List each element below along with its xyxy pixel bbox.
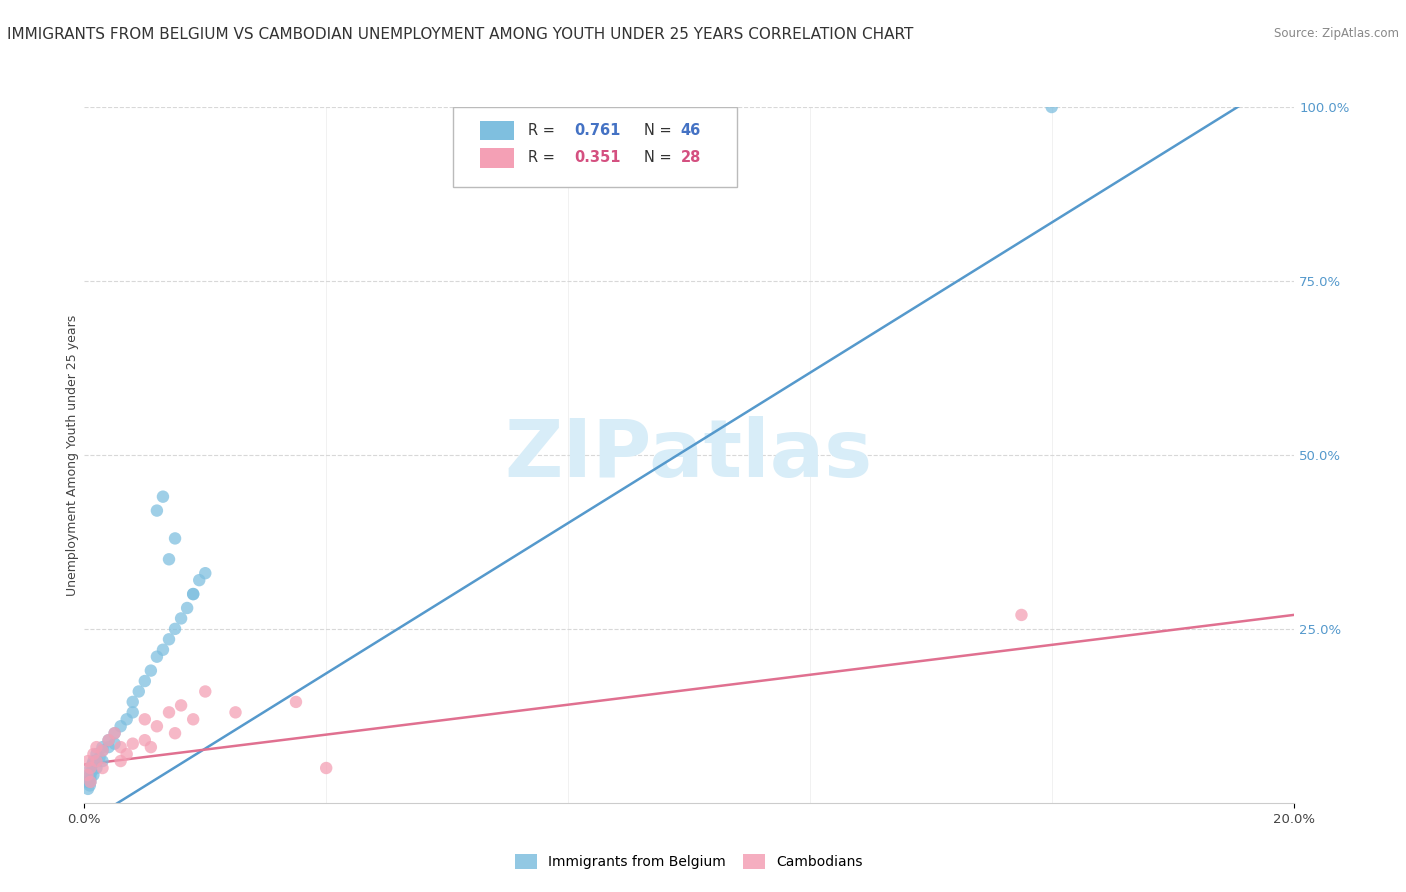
- Point: [97, 733, 120, 747]
- FancyBboxPatch shape: [453, 107, 737, 187]
- Text: 0.761: 0.761: [574, 123, 620, 138]
- Point: [1040, 100, 1063, 114]
- Point: [170, 698, 193, 713]
- Point: [86, 761, 108, 775]
- Point: [104, 726, 127, 740]
- Point: [77, 781, 100, 796]
- Point: [79, 761, 101, 775]
- Point: [82, 747, 104, 761]
- Point: [86, 754, 108, 768]
- Point: [76, 775, 98, 789]
- Text: Source: ZipAtlas.com: Source: ZipAtlas.com: [1274, 27, 1399, 40]
- Point: [146, 649, 169, 664]
- Point: [82, 757, 104, 772]
- Point: [170, 611, 193, 625]
- Point: [134, 733, 156, 747]
- Point: [128, 684, 150, 698]
- Point: [97, 733, 120, 747]
- Point: [152, 490, 174, 504]
- Point: [80, 764, 103, 779]
- Point: [146, 719, 169, 733]
- Point: [194, 566, 217, 581]
- Point: [77, 768, 100, 782]
- Point: [91, 744, 114, 758]
- Point: [225, 706, 247, 720]
- Point: [115, 747, 138, 761]
- Point: [110, 719, 132, 733]
- Point: [77, 754, 100, 768]
- Point: [86, 754, 108, 768]
- Point: [194, 684, 217, 698]
- Point: [86, 740, 108, 755]
- Point: [188, 573, 211, 587]
- Point: [285, 695, 308, 709]
- Point: [165, 532, 187, 546]
- Legend: Immigrants from Belgium, Cambodians: Immigrants from Belgium, Cambodians: [508, 847, 870, 876]
- Point: [315, 761, 337, 775]
- Point: [79, 778, 101, 792]
- Text: R =: R =: [529, 151, 560, 165]
- Point: [110, 754, 132, 768]
- Point: [91, 761, 114, 775]
- FancyBboxPatch shape: [479, 148, 513, 168]
- Point: [121, 695, 143, 709]
- Point: [110, 740, 132, 755]
- Point: [79, 772, 101, 786]
- Point: [134, 712, 156, 726]
- Point: [115, 712, 138, 726]
- Point: [89, 750, 111, 764]
- Text: N =: N =: [644, 151, 676, 165]
- Point: [152, 642, 174, 657]
- Point: [134, 674, 156, 689]
- Point: [79, 761, 101, 775]
- Point: [165, 726, 187, 740]
- Point: [176, 601, 198, 615]
- Point: [1011, 607, 1033, 622]
- Point: [82, 768, 104, 782]
- Point: [91, 740, 114, 755]
- Text: 0.351: 0.351: [574, 151, 620, 165]
- FancyBboxPatch shape: [479, 121, 513, 140]
- Point: [77, 775, 100, 789]
- Point: [86, 747, 108, 761]
- Point: [157, 632, 180, 647]
- Point: [157, 706, 180, 720]
- Point: [146, 503, 169, 517]
- Text: 28: 28: [681, 151, 700, 165]
- Point: [91, 744, 114, 758]
- Point: [165, 622, 187, 636]
- Point: [76, 768, 98, 782]
- Point: [82, 754, 104, 768]
- Point: [104, 726, 127, 740]
- Point: [97, 740, 120, 755]
- Point: [157, 552, 180, 566]
- Point: [79, 775, 101, 789]
- Text: 46: 46: [681, 123, 700, 138]
- Point: [91, 754, 114, 768]
- Point: [139, 664, 162, 678]
- Point: [139, 740, 162, 755]
- Text: N =: N =: [644, 123, 676, 138]
- Point: [79, 775, 101, 789]
- Point: [181, 587, 204, 601]
- Point: [121, 737, 143, 751]
- Text: IMMIGRANTS FROM BELGIUM VS CAMBODIAN UNEMPLOYMENT AMONG YOUTH UNDER 25 YEARS COR: IMMIGRANTS FROM BELGIUM VS CAMBODIAN UNE…: [7, 27, 914, 42]
- Point: [181, 587, 204, 601]
- Point: [104, 737, 127, 751]
- Text: ZIPatlas: ZIPatlas: [505, 416, 873, 494]
- Point: [79, 768, 101, 782]
- Point: [121, 706, 143, 720]
- Text: R =: R =: [529, 123, 560, 138]
- Point: [181, 712, 204, 726]
- Y-axis label: Unemployment Among Youth under 25 years: Unemployment Among Youth under 25 years: [66, 314, 79, 596]
